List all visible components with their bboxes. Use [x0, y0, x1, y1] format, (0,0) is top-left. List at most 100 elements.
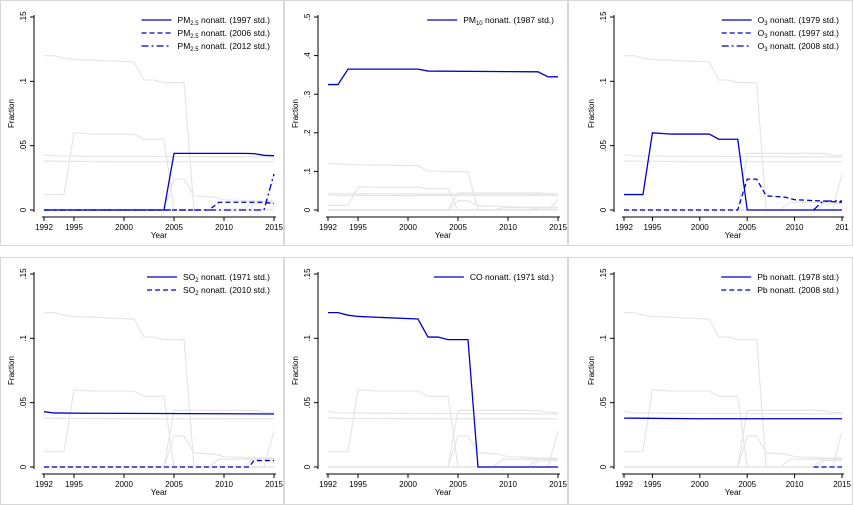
legend-label: SO2 nonatt. (1971 std.) — [183, 272, 270, 284]
series-line-1 — [624, 132, 842, 211]
y-tick-label: .1 — [599, 334, 608, 341]
legend-label: Pb nonatt. (2008 std.) — [757, 285, 839, 295]
x-tick-label: 1995 — [65, 480, 83, 489]
background-series-line — [44, 54, 274, 211]
x-tick-label: 2010 — [786, 480, 804, 489]
y-tick-label: .05 — [599, 397, 608, 409]
x-tick-label: 1992 — [35, 480, 53, 489]
y-tick-label: .1 — [303, 334, 312, 341]
y-tick-label: .1 — [303, 168, 312, 175]
background-series-line — [328, 459, 558, 468]
series-line-3 — [813, 200, 842, 211]
background-series-line — [624, 389, 842, 468]
y-axis-title: Fraction — [291, 99, 300, 128]
background-series-line — [243, 200, 274, 211]
x-tick-label: 2000 — [399, 480, 417, 489]
background-series-line — [813, 457, 842, 468]
background-series-line — [623, 160, 842, 163]
y-tick-label: 0 — [303, 207, 312, 212]
x-tick-label: 1992 — [615, 223, 633, 232]
x-tick-label: 1992 — [615, 480, 633, 489]
legend-label: O3 nonatt. (1997 std.) — [758, 28, 839, 40]
x-axis-title: Year — [151, 231, 168, 240]
background-series-line — [623, 411, 843, 415]
background-series-line — [527, 206, 558, 211]
x-tick-label: 2010 — [499, 223, 517, 232]
background-series-line — [44, 178, 275, 211]
y-axis-title: Fraction — [587, 356, 596, 385]
x-tick-label: 2005 — [165, 480, 183, 489]
x-tick-label: 2005 — [165, 223, 183, 232]
legend-label: SO2 nonatt. (2010 std.) — [183, 285, 270, 297]
x-axis-title: Year — [725, 488, 742, 497]
panel-frame — [284, 257, 568, 505]
x-tick-label: 2015 — [265, 480, 283, 489]
chart-panel-6: .15 .1 .05 0 1992 1995 2000 2005 2010 2015 Year Fra… — [568, 257, 853, 505]
background-series-line — [43, 154, 275, 158]
y-tick-label: .5 — [303, 13, 312, 20]
x-tick-label: 2015 — [265, 223, 283, 232]
y-tick-label: 0 — [19, 464, 28, 469]
background-series-line — [43, 417, 274, 420]
background-series-line — [44, 389, 274, 468]
x-tick-label: 2010 — [215, 480, 233, 489]
series-line-3 — [44, 173, 275, 211]
y-tick-label: 0 — [19, 207, 28, 212]
series-line-1 — [328, 68, 558, 86]
legend-label: PM2.5 nonatt. (2012 std.) — [178, 41, 271, 53]
y-tick-label: .1 — [19, 77, 28, 84]
y-axis-title: Fraction — [7, 99, 16, 128]
x-axis-title: Year — [151, 488, 168, 497]
legend-label: PM2.5 nonatt. (1997 std.) — [178, 15, 271, 27]
y-tick-label: .05 — [303, 397, 312, 409]
y-tick-label: .15 — [303, 268, 312, 280]
y-tick-label: 0 — [599, 207, 608, 212]
y-tick-label: 0 — [599, 464, 608, 469]
y-axis-title: Fraction — [7, 356, 16, 385]
y-tick-label: .05 — [19, 397, 28, 409]
background-series-line — [328, 207, 558, 211]
chart-panel-5: .15 .1 .05 0 1992 1995 2000 2005 2010 2015 Year Fra… — [284, 257, 568, 505]
y-tick-label: .15 — [19, 268, 28, 280]
y-tick-label: .15 — [19, 11, 28, 23]
legend-label: Pb nonatt. (1978 std.) — [757, 272, 839, 282]
x-tick-label: 2015 — [549, 223, 567, 232]
x-tick-label: 1995 — [349, 223, 367, 232]
y-axis-title: Fraction — [587, 99, 596, 128]
chart-panel-2: .5 .4 .3 .2 .1 0 1992 1995 2000 2005 2010 2015 Year F… — [284, 0, 568, 246]
background-series-line — [328, 200, 559, 211]
series-line-2 — [624, 178, 843, 211]
x-tick-label: 1995 — [349, 480, 367, 489]
background-series-line — [624, 312, 842, 468]
x-tick-label: 2010 — [499, 480, 517, 489]
y-tick-label: .15 — [599, 268, 608, 280]
y-tick-label: 0 — [303, 464, 312, 469]
background-series-line — [328, 163, 558, 211]
x-tick-label: 2005 — [449, 223, 467, 232]
background-series-line — [44, 312, 274, 468]
x-tick-label: 2005 — [449, 480, 467, 489]
y-tick-label: .05 — [599, 140, 608, 152]
background-series-line — [243, 457, 274, 468]
background-series-line — [44, 435, 275, 468]
series-line-2 — [44, 201, 275, 211]
background-series-line — [624, 459, 842, 468]
background-series-line — [327, 411, 559, 415]
background-series-line — [43, 160, 274, 163]
background-series-line — [327, 417, 558, 420]
x-tick-label: 201 — [835, 223, 849, 232]
x-axis-title: Year — [725, 231, 742, 240]
background-series-line — [328, 435, 559, 468]
background-series-line — [624, 435, 843, 468]
x-tick-label: 2000 — [115, 480, 133, 489]
series-line-2 — [44, 459, 274, 468]
background-series-line — [328, 389, 558, 468]
y-tick-label: .4 — [303, 52, 312, 59]
panel-frame — [0, 257, 284, 505]
x-axis-title: Year — [435, 231, 452, 240]
panel-frame — [0, 0, 284, 246]
x-tick-label: 2000 — [691, 223, 709, 232]
legend-label: CO nonatt. (1971 std.) — [470, 272, 554, 282]
y-tick-label: .1 — [19, 334, 28, 341]
